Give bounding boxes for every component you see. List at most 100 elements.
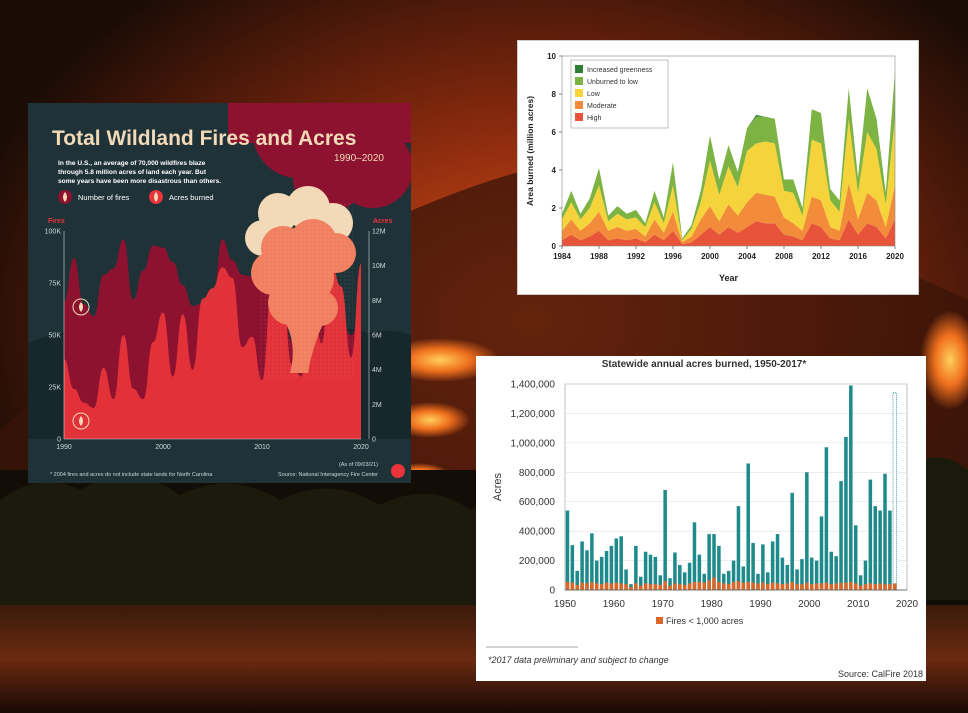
- infographic-svg: Total Wildland Fires and Acres 1990–2020…: [28, 103, 411, 478]
- infographic-footnote: * 2004 fires and acres do not include st…: [50, 472, 213, 478]
- bar-small-1961: [619, 583, 623, 590]
- y-tick-label: 1,000,000: [511, 438, 556, 449]
- right-tick-label: 10M: [372, 263, 386, 270]
- bar-small-1979: [707, 580, 711, 590]
- bar-total-1977: [697, 554, 702, 590]
- bar-total-1983: [726, 570, 731, 590]
- bar-small-1967: [648, 584, 653, 590]
- bar-small-1959: [609, 583, 614, 590]
- legend-unburned-to-low: Unburned to low: [587, 79, 639, 86]
- y-tick-label: 8: [552, 90, 557, 99]
- bar-total-1993: [775, 534, 780, 590]
- bar-small-1972: [673, 583, 677, 590]
- bar-total-1985: [736, 506, 741, 590]
- bar-total-2003: [824, 447, 829, 590]
- stack-unburned-to-low: [562, 71, 895, 241]
- x-tick-label: 2010: [847, 599, 870, 610]
- x-tick-label: 2000: [701, 252, 719, 261]
- infographic-description: In the U.S., an average of 70,000 wildfi…: [58, 160, 221, 185]
- y-tick-label: 0: [549, 586, 555, 597]
- bar-small-1994: [780, 584, 785, 590]
- x-tick-label: 1990: [56, 444, 72, 451]
- bar-total-1995: [785, 564, 790, 590]
- bar-total-2007: [844, 436, 848, 590]
- infographic-title: Total Wildland Fires and Acres: [52, 127, 356, 150]
- x-tick-label: 2012: [812, 252, 830, 261]
- bar-total-2010: [858, 575, 863, 590]
- legend-high: High: [587, 115, 602, 122]
- bar-small-1963: [629, 587, 633, 590]
- y-axis-title: Acres: [492, 472, 504, 501]
- bar-small-1987: [746, 581, 750, 590]
- calfire-acres-chart: Statewide annual acres burned, 1950-2017…: [476, 356, 926, 681]
- bar-total-1979: [707, 534, 711, 590]
- infographic-legend: Number of fires Acres burned: [58, 190, 214, 204]
- bar-total-1973: [678, 564, 682, 590]
- y-tick-label: 0: [552, 242, 557, 251]
- legend-swatch-unburned-to-low: [575, 77, 583, 85]
- bar-small-1981: [717, 581, 721, 590]
- bar-total-1991: [765, 572, 770, 590]
- bar-small-2012: [868, 583, 873, 590]
- fire-icon-top: [72, 298, 90, 316]
- bar-small-1958: [604, 582, 609, 590]
- right-tick-label: 6M: [372, 333, 382, 340]
- bar-small-1971: [668, 585, 672, 590]
- bar-total-1987: [746, 463, 750, 590]
- legend-fires-under-1000-acres: Fires < 1,000 acres: [666, 616, 744, 626]
- wildland-fires-infographic: Total Wildland Fires and Acres 1990–2020…: [28, 103, 411, 483]
- bar-small-1954: [585, 583, 589, 590]
- bar-total-1982: [722, 573, 726, 590]
- bar-small-2016: [888, 584, 892, 590]
- bar-small-1991: [765, 584, 770, 590]
- burn-severity-chart: 0 2 4 6 8 10 1984 1988 1992 1996 2000 2004 2008 2012 2…: [517, 40, 919, 295]
- left-tick-label: 0: [57, 437, 61, 444]
- bar-total-1956: [594, 560, 599, 590]
- severity-svg: 0 2 4 6 8 10 1984 1988 1992 1996 2000 2004 2008 2012 2…: [525, 52, 904, 283]
- bar-small-2014: [878, 583, 882, 590]
- left-tick-label: 25K: [49, 385, 62, 392]
- bar-small-1975: [687, 583, 692, 590]
- bar-small-1969: [658, 584, 663, 590]
- bar-total-1952: [575, 570, 579, 590]
- bar-small-2009: [853, 583, 858, 590]
- bar-total-1996: [790, 492, 794, 590]
- left-tick-label: 50K: [49, 333, 62, 340]
- calfire-plot: 0 200,000 400,000 600,000 800,000 1,000,000 1,…: [492, 380, 919, 611]
- bar-total-1992: [770, 541, 775, 590]
- bar-small-2002: [819, 583, 824, 590]
- bar-small-1982: [722, 583, 726, 590]
- bar-total-2016: [888, 510, 892, 590]
- x-tick-label: 1980: [700, 599, 723, 610]
- bar-small-1985: [736, 581, 741, 590]
- bar-small-1980: [712, 577, 716, 590]
- bar-total-1990: [761, 544, 765, 590]
- bar-total-2015: [883, 473, 887, 590]
- bar-small-1970: [663, 581, 667, 590]
- bar-total-2014: [878, 510, 882, 590]
- bar-small-2013: [873, 584, 878, 590]
- bar-total-1954: [585, 550, 589, 590]
- y-tick-label: 6: [552, 128, 557, 137]
- bar-small-2004: [829, 584, 834, 590]
- bar-small-1983: [726, 584, 731, 590]
- right-tick-label: 12M: [372, 229, 386, 236]
- y-tick-label: 600,000: [519, 497, 556, 508]
- bar-small-2015: [883, 584, 887, 590]
- bar-total-2012: [868, 479, 873, 590]
- bar-total-1960: [614, 538, 619, 590]
- bar-small-2006: [839, 582, 843, 590]
- bar-small-1978: [702, 582, 707, 590]
- bar-small-1990: [761, 582, 765, 590]
- bar-total-2013: [873, 506, 878, 590]
- bar-total-1999: [805, 472, 809, 590]
- bar-small-1962: [624, 584, 628, 590]
- bar-total-1974: [682, 572, 687, 590]
- stack-moderate: [562, 183, 895, 245]
- bar-total-2000: [809, 557, 814, 590]
- bar-total-1950: [565, 510, 570, 590]
- bar-small-1974: [682, 584, 687, 590]
- baseline-mask: [28, 439, 411, 443]
- severity-legend: Increased greenness Unburned to low Low …: [570, 59, 669, 129]
- calfire-legend: Fires < 1,000 acres: [656, 616, 744, 626]
